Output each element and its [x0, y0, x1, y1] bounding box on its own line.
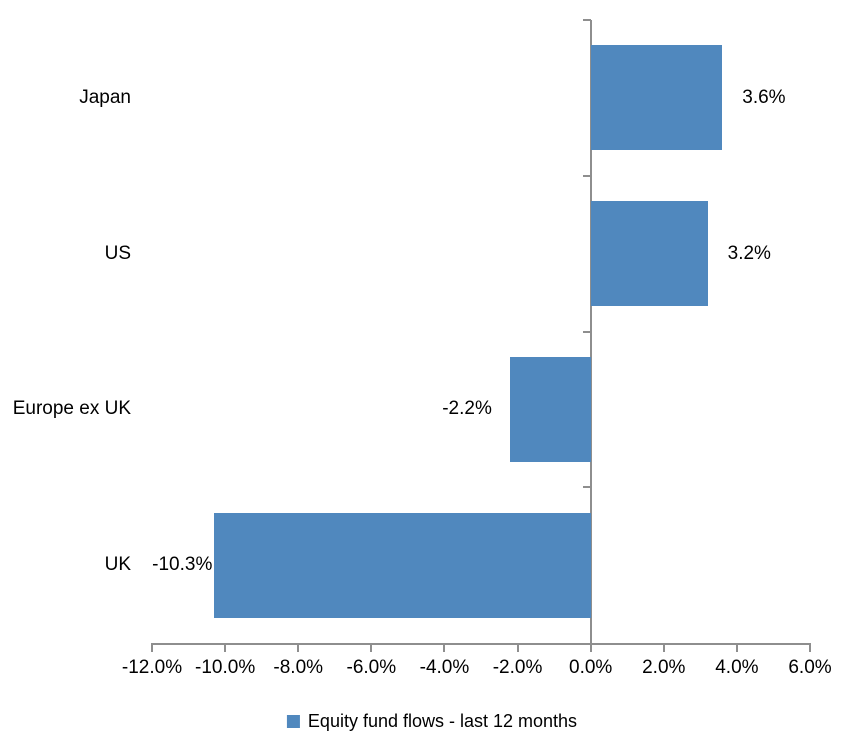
category-axis-tick	[582, 486, 591, 489]
x-axis-tick	[297, 645, 300, 652]
zero-axis-line	[589, 20, 592, 652]
x-axis-tick-label: 6.0%	[788, 657, 832, 678]
x-axis-tick	[809, 645, 811, 652]
bar-data-label: -10.3%	[152, 554, 213, 576]
x-axis-tick-label: 2.0%	[642, 657, 686, 678]
x-axis-tick-label: 0.0%	[569, 657, 613, 678]
bar-data-label: 3.2%	[727, 242, 771, 264]
bar-us	[590, 201, 708, 307]
category-axis-tick	[582, 19, 591, 21]
x-axis-tick-label: -6.0%	[346, 657, 397, 678]
x-axis-tick-label: -8.0%	[273, 657, 324, 678]
bar-europe-ex-uk	[510, 356, 591, 462]
x-axis-tick-label: -4.0%	[419, 657, 470, 678]
x-axis-line	[151, 643, 811, 645]
bar-uk	[214, 512, 591, 618]
category-label: UK	[104, 554, 131, 576]
x-axis-tick	[151, 645, 153, 652]
x-axis-tick	[370, 645, 373, 652]
legend-swatch-icon	[286, 714, 300, 728]
x-axis-tick-label: -2.0%	[492, 657, 543, 678]
x-axis-tick	[735, 645, 738, 652]
category-axis-tick	[582, 174, 591, 177]
category-axis-tick	[582, 330, 591, 333]
category-label: Europe ex UK	[12, 398, 131, 420]
bar-data-label: -2.2%	[442, 398, 492, 420]
x-axis-tick	[443, 645, 446, 652]
x-axis-tick-label: 4.0%	[715, 657, 759, 678]
bar-data-label: 3.6%	[742, 86, 786, 108]
bar-japan	[590, 45, 723, 151]
x-axis-tick-label: -10.0%	[195, 657, 256, 678]
legend-label: Equity fund flows - last 12 months	[307, 711, 578, 731]
category-label: Japan	[79, 86, 131, 108]
x-axis-tick	[516, 645, 519, 652]
x-axis-tick	[662, 645, 665, 652]
x-axis-tick	[224, 645, 227, 652]
category-label: US	[104, 242, 131, 264]
x-axis-tick	[589, 645, 592, 652]
legend: Equity fund flows - last 12 months	[286, 710, 578, 732]
x-axis-tick-label: -12.0%	[121, 657, 183, 678]
